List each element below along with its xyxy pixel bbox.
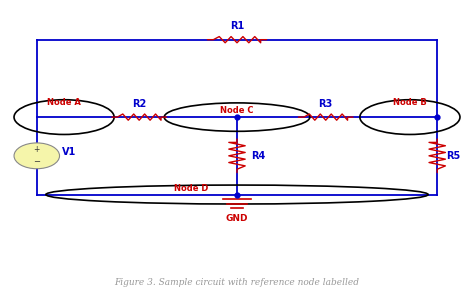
Text: Node A: Node A — [47, 98, 81, 107]
Text: R3: R3 — [319, 99, 333, 109]
Ellipse shape — [14, 143, 60, 169]
Text: Node C: Node C — [220, 106, 254, 115]
Text: Figure 3. Sample circuit with reference node labelled: Figure 3. Sample circuit with reference … — [115, 278, 359, 287]
Text: R5: R5 — [447, 151, 461, 161]
Text: Node B: Node B — [393, 98, 427, 107]
Text: Node D: Node D — [174, 184, 209, 193]
Text: +: + — [34, 145, 40, 154]
Text: R4: R4 — [251, 151, 265, 161]
Text: R1: R1 — [230, 21, 244, 31]
Text: V1: V1 — [62, 147, 76, 157]
Text: R2: R2 — [132, 99, 146, 109]
Text: GND: GND — [226, 214, 248, 223]
Text: −: − — [33, 157, 40, 166]
